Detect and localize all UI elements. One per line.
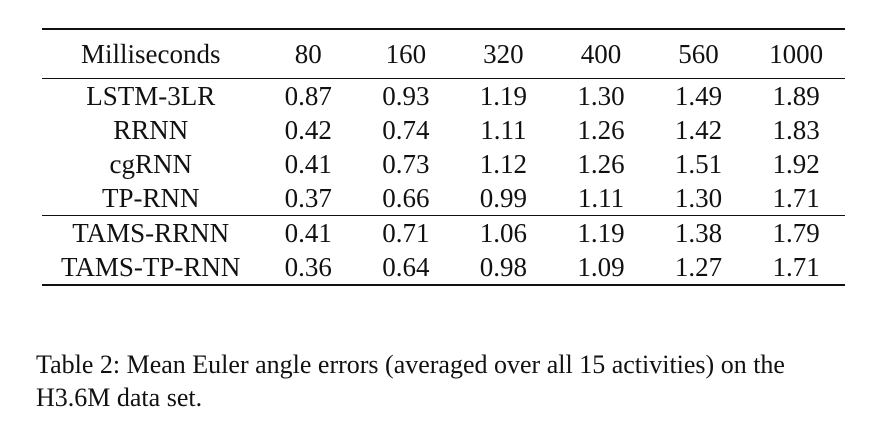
value-cell: 0.66: [382, 183, 430, 213]
value-cell: 0.42: [284, 115, 332, 145]
value-cell: 1.19: [479, 81, 528, 111]
value-cell: 1.79: [772, 218, 820, 248]
method-cell: TP-RNN: [101, 183, 200, 213]
method-cell: LSTM-3LR: [86, 81, 216, 111]
value-cell: 0.87: [284, 81, 332, 111]
table-row: TP-RNN 0.37 0.66 0.99 1.11 1.30 1.71: [42, 181, 845, 216]
value-cell: 1.71: [772, 183, 820, 213]
value-cell: 0.93: [382, 81, 430, 111]
value-cell: 1.11: [480, 115, 527, 145]
table-row: TAMS-RRNN 0.41 0.71 1.06 1.19 1.38 1.79: [42, 215, 845, 251]
header-cell-320: 320: [483, 39, 524, 69]
value-cell: 0.64: [382, 252, 430, 282]
value-cell: 1.49: [674, 81, 723, 111]
value-cell: 1.12: [479, 149, 528, 179]
value-cell: 0.98: [479, 252, 528, 282]
value-cell: 1.92: [772, 149, 820, 179]
value-cell: 0.36: [284, 252, 332, 282]
value-cell: 1.89: [772, 81, 820, 111]
value-cell: 1.11: [577, 183, 625, 213]
value-cell: 1.19: [577, 218, 625, 248]
value-cell: 0.41: [284, 218, 332, 248]
value-cell: 1.71: [772, 252, 820, 282]
tams-group: TAMS-RRNN 0.41 0.71 1.06 1.19 1.38 1.79 TAMS-TP…: [42, 215, 845, 285]
value-cell: 1.42: [674, 115, 723, 145]
table-row: TAMS-TP-RNN 0.36 0.64 0.98 1.09 1.27 1.71: [42, 250, 845, 285]
value-cell: 1.51: [674, 149, 723, 179]
header-cell-80: 80: [294, 39, 322, 69]
header-cell-560: 560: [678, 39, 719, 69]
table-row: LSTM-3LR 0.87 0.93 1.19 1.30 1.49 1.89: [42, 78, 845, 114]
value-cell: 0.71: [382, 218, 430, 248]
value-cell: 1.27: [674, 252, 723, 282]
header-cell-400: 400: [580, 39, 622, 69]
value-cell: 1.06: [479, 218, 528, 248]
baseline-group: LSTM-3LR 0.87 0.93 1.19 1.30 1.49 1.89 RRNN 0.42…: [42, 78, 845, 216]
results-table-container: Milliseconds 80 160 320 400 560 1000 LST…: [42, 28, 845, 286]
value-cell: 0.37: [284, 183, 332, 213]
value-cell: 0.99: [479, 183, 528, 213]
method-cell: TAMS-RRNN: [72, 218, 230, 248]
table-row: cgRNN 0.41 0.73 1.12 1.26 1.51 1.92: [42, 147, 845, 181]
table-row: RRNN 0.42 0.74 1.11 1.26 1.42 1.83: [42, 113, 845, 147]
method-cell: cgRNN: [109, 149, 192, 179]
value-cell: 1.83: [772, 115, 820, 145]
value-cell: 1.26: [577, 115, 625, 145]
header-cell-160: 160: [385, 39, 427, 69]
value-cell: 1.30: [577, 81, 625, 111]
value-cell: 1.26: [577, 149, 625, 179]
value-cell: 0.74: [382, 115, 430, 145]
method-cell: TAMS-TP-RNN: [61, 252, 241, 282]
header-row: Milliseconds 80 160 320 400 560 1000: [42, 29, 845, 79]
value-cell: 1.30: [674, 183, 723, 213]
table-caption: Table 2: Mean Euler angle errors (averag…: [36, 350, 785, 412]
header-cell-method: Milliseconds: [80, 39, 221, 69]
method-cell: RRNN: [113, 115, 189, 145]
table-header: Milliseconds 80 160 320 400 560 1000: [42, 29, 845, 79]
value-cell: 0.73: [382, 149, 430, 179]
value-cell: 1.38: [674, 218, 723, 248]
results-table: Milliseconds 80 160 320 400 560 1000 LST…: [42, 28, 845, 286]
value-cell: 0.41: [284, 149, 332, 179]
header-cell-1000: 1000: [769, 39, 824, 69]
value-cell: 1.09: [577, 252, 625, 282]
